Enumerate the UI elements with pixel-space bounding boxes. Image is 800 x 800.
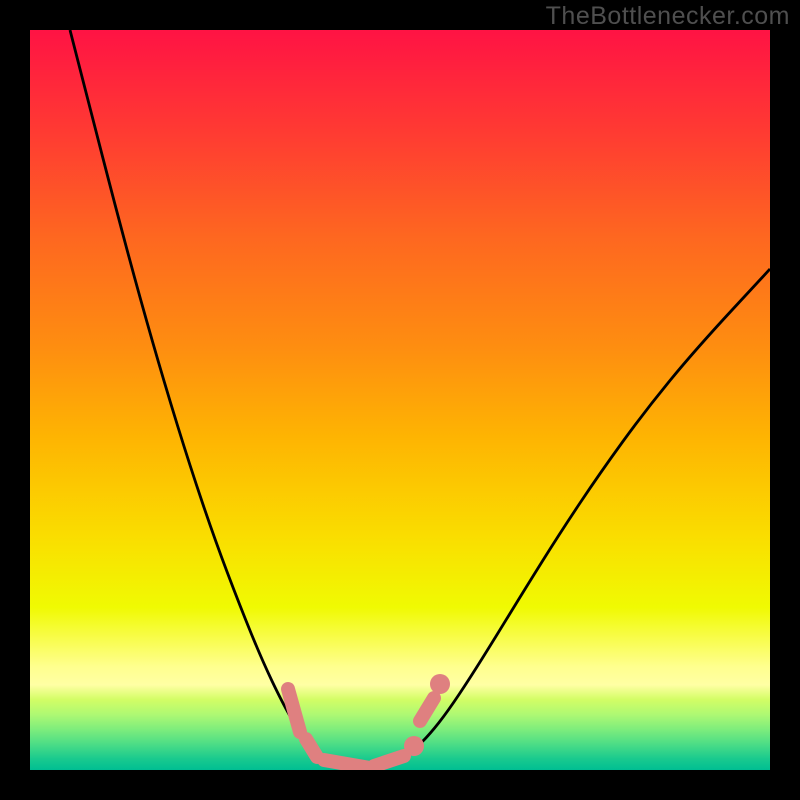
plot-area <box>30 30 770 770</box>
marker-dot <box>404 736 424 756</box>
watermark-text: TheBottlenecker.com <box>546 2 790 31</box>
marker-capsule <box>306 739 317 757</box>
chart-frame <box>30 30 770 770</box>
marker-capsule <box>324 760 370 768</box>
chart-svg <box>30 30 770 770</box>
marker-capsule <box>374 756 404 766</box>
marker-dot <box>430 674 450 694</box>
gradient-background <box>30 30 770 770</box>
